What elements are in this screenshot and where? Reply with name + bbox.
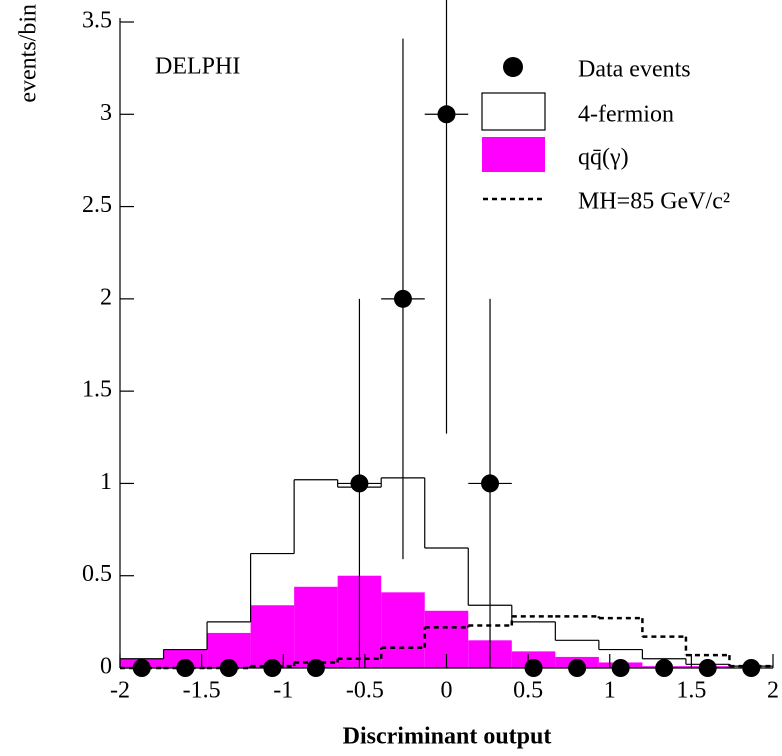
y-tick-label: 3.5 xyxy=(82,8,112,34)
x-tick-label: 1 xyxy=(604,678,616,704)
x-tick-label: -1 xyxy=(273,678,293,704)
legend-marker xyxy=(481,92,546,131)
x-tick-label: -1.5 xyxy=(183,678,221,704)
y-tick-label: 1 xyxy=(100,469,112,495)
legend-label: MH=85 GeV/c² xyxy=(578,189,730,215)
y-tick-label: 0 xyxy=(100,654,112,680)
y-tick-label: 1.5 xyxy=(82,377,112,403)
y-tick-label: 0.5 xyxy=(82,561,112,587)
legend-marker xyxy=(482,137,545,172)
legend-label: 4-fermion xyxy=(578,102,674,128)
hist-bar xyxy=(250,605,295,668)
legend-label: Data events xyxy=(578,57,691,83)
x-tick-label: -0.5 xyxy=(346,678,384,704)
y-tick-label: 2 xyxy=(100,284,112,310)
annotation: DELPHI xyxy=(155,54,240,80)
data-point xyxy=(437,105,456,124)
data-point xyxy=(350,474,369,493)
x-tick-label: 1.5 xyxy=(676,678,706,704)
y-axis-label: events/bin xyxy=(16,4,42,103)
legend-marker xyxy=(503,57,523,77)
hist-bar xyxy=(381,592,425,668)
hist-bar xyxy=(163,649,208,668)
y-tick-label: 2.5 xyxy=(82,192,112,218)
x-tick-label: -2 xyxy=(110,678,130,704)
x-axis-label: Discriminant output xyxy=(343,724,552,750)
data-point xyxy=(481,474,500,493)
x-tick-label: 2 xyxy=(767,678,779,704)
data-point xyxy=(393,289,412,308)
legend-label: qq̄(γ) xyxy=(578,145,629,171)
hist-bar xyxy=(294,586,338,668)
x-tick-label: 0.5 xyxy=(513,678,543,704)
y-tick-label: 3 xyxy=(100,100,112,126)
x-tick-label: 0 xyxy=(441,678,453,704)
